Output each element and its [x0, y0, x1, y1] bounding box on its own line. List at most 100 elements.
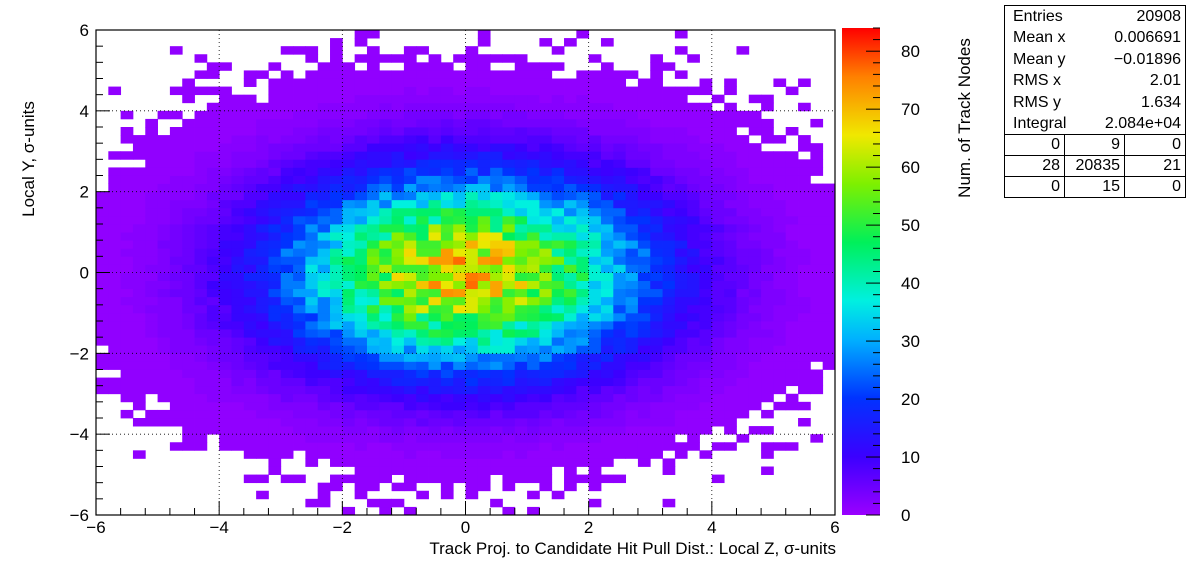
heatmap-cell	[403, 369, 417, 378]
heatmap-cell	[576, 224, 590, 233]
heatmap-cell	[551, 418, 565, 427]
heatmap-cell	[416, 312, 429, 322]
heatmap-cell	[379, 458, 392, 467]
heatmap-cell	[120, 127, 134, 136]
heatmap-cell	[256, 127, 269, 136]
heatmap-cell	[145, 264, 158, 273]
heatmap-cell	[736, 369, 750, 378]
heatmap-cell	[416, 337, 429, 346]
heatmap-cell	[477, 135, 491, 144]
heatmap-cell	[379, 466, 392, 475]
heatmap-cell	[453, 86, 466, 96]
heatmap-cell	[453, 135, 466, 144]
heatmap-cell	[761, 288, 774, 298]
heatmap-cell	[194, 175, 208, 184]
heatmap-cell	[268, 361, 282, 370]
heatmap-cell	[330, 143, 343, 152]
heatmap-cell	[613, 474, 627, 484]
heatmap-cell	[453, 167, 466, 176]
heatmap-cell	[564, 377, 577, 387]
heatmap-cell	[330, 38, 343, 47]
heatmap-cell	[564, 369, 577, 378]
heatmap-cell	[330, 62, 343, 71]
heatmap-cell	[108, 240, 122, 249]
heatmap-cell	[650, 199, 663, 209]
heatmap-cell	[674, 329, 688, 338]
heatmap-cell	[711, 304, 725, 314]
heatmap-cell	[687, 385, 700, 395]
heatmap-cell	[243, 304, 257, 314]
heatmap-cell	[305, 70, 319, 79]
heatmap-cell	[219, 94, 232, 104]
heatmap-cell	[428, 143, 442, 152]
heatmap-cell	[724, 199, 737, 209]
heatmap-cell	[773, 401, 787, 411]
heatmap-cell	[637, 215, 651, 225]
heatmap-cell	[428, 102, 442, 112]
heatmap-cell	[440, 215, 454, 225]
heatmap-cell	[256, 207, 269, 217]
heatmap-cell	[650, 127, 663, 136]
heatmap-cell	[157, 175, 171, 184]
heatmap-cell	[699, 353, 713, 362]
heatmap-cell	[132, 385, 146, 395]
heatmap-cell	[761, 264, 774, 273]
heatmap-cell	[527, 369, 540, 378]
z-tick-label: 60	[901, 158, 920, 177]
heatmap-cell	[366, 102, 380, 112]
heatmap-cell	[539, 240, 553, 249]
heatmap-cell	[132, 296, 146, 306]
heatmap-cell	[551, 207, 565, 217]
heatmap-cell	[637, 199, 651, 209]
heatmap-cell	[194, 215, 208, 225]
z-tick-label: 50	[901, 216, 920, 235]
heatmap-cell	[477, 78, 491, 87]
heatmap-cell	[650, 321, 663, 330]
heatmap-cell	[305, 110, 319, 120]
heatmap-cell	[120, 272, 134, 281]
heatmap-cell	[637, 110, 651, 120]
heatmap-cell	[342, 62, 356, 71]
heatmap-cell	[810, 232, 824, 241]
heatmap-cell	[674, 232, 688, 241]
heatmap-cell	[477, 466, 491, 475]
heatmap-cell	[428, 442, 442, 451]
heatmap-cell	[293, 280, 306, 290]
heatmap-cell	[600, 199, 614, 209]
heatmap-cell	[194, 143, 208, 152]
heatmap-cell	[403, 159, 417, 168]
heatmap-cell	[416, 118, 429, 128]
heatmap-cell	[477, 288, 491, 298]
heatmap-cell	[108, 151, 122, 160]
heatmap-cell	[674, 167, 688, 176]
heatmap-cell	[551, 442, 565, 451]
heatmap-cell	[305, 401, 319, 411]
heatmap-cell	[564, 312, 577, 322]
heatmap-cell	[243, 143, 257, 152]
heatmap-cell	[354, 272, 368, 281]
heatmap-cell	[810, 280, 824, 290]
heatmap-cell	[674, 296, 688, 306]
heatmap-cell	[502, 393, 516, 403]
heatmap-cell	[182, 272, 195, 281]
heatmap-cell	[231, 418, 245, 427]
heatmap-cell	[169, 199, 183, 209]
heatmap-cell	[514, 167, 528, 176]
heatmap-cell	[637, 232, 651, 241]
heatmap-cell	[539, 175, 553, 184]
heatmap-cell	[391, 94, 405, 104]
heatmap-cell	[736, 175, 750, 184]
heatmap-cell	[687, 345, 700, 354]
heatmap-cell	[588, 466, 602, 475]
heatmap-cell	[453, 110, 466, 120]
heatmap-cell	[674, 280, 688, 290]
heatmap-cell	[674, 377, 688, 387]
heatmap-cell	[243, 118, 257, 128]
heatmap-cell	[699, 248, 713, 257]
heatmap-cell	[810, 345, 824, 354]
heatmap-cell	[514, 466, 528, 475]
heatmap-cell	[502, 385, 516, 395]
heatmap-cell	[465, 450, 479, 459]
heatmap-cell	[761, 127, 774, 136]
